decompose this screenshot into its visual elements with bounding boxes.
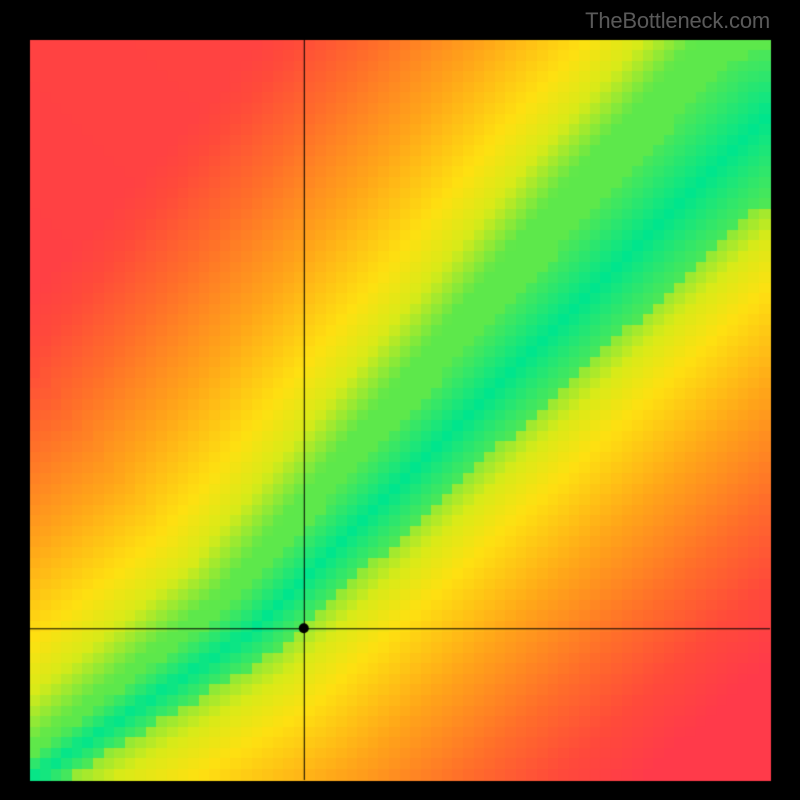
heatmap-canvas — [0, 0, 800, 800]
watermark-text: TheBottleneck.com — [585, 8, 770, 34]
chart-container: TheBottleneck.com — [0, 0, 800, 800]
